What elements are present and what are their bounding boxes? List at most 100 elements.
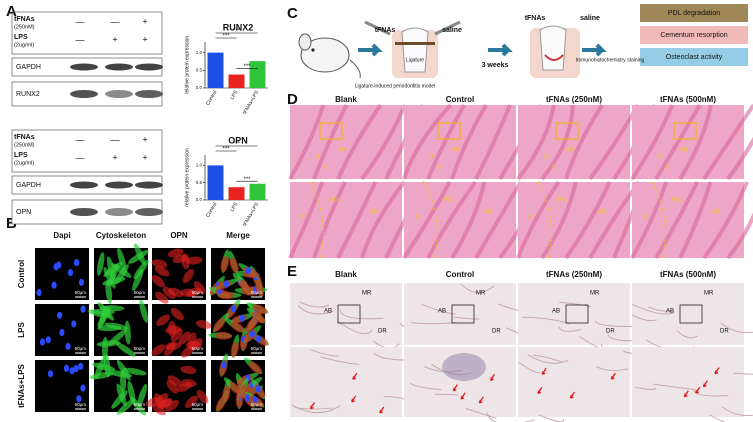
tissue-label: AB [370, 210, 378, 216]
condition-sign: + [142, 134, 147, 144]
nucleus [51, 281, 57, 289]
fiber [116, 398, 136, 415]
x-tick-label: tFNAs+LPS [242, 201, 261, 227]
stain-area [442, 353, 486, 381]
condition-name: LPS [14, 152, 28, 159]
tissue-label: D [429, 155, 434, 161]
column-header: tFNAs (250nM) [546, 270, 602, 279]
band [105, 90, 133, 98]
tissue-label: D [530, 215, 535, 221]
schematic-text: Immunohistochemistry staining [576, 57, 645, 63]
tissue-stripe [564, 181, 612, 260]
tissue-stripe [450, 181, 487, 260]
significance-label: *** [243, 64, 251, 70]
scale-bar-label: 50μm [134, 346, 146, 351]
tissue-line [320, 356, 360, 365]
significance-label: *** [233, 29, 241, 35]
arrow [702, 380, 708, 388]
scale-bar-label: 50μm [192, 402, 204, 407]
nucleus [69, 367, 75, 375]
tissue-line [733, 372, 753, 375]
tissue-line [454, 316, 480, 320]
tissue-label: AB [438, 309, 446, 315]
stain [180, 288, 197, 297]
bar [249, 61, 266, 88]
stain [186, 256, 203, 265]
column-header: tFNAs (250nM) [546, 95, 602, 104]
column-header: Blank [335, 95, 357, 104]
stain [155, 291, 169, 304]
tissue-label: D [315, 155, 320, 161]
band [105, 63, 133, 71]
stain [156, 314, 170, 326]
condition-unit: (250nM) [14, 142, 35, 148]
tissue-label: D [657, 155, 662, 161]
tissue-stripe [312, 104, 349, 180]
nucleus [76, 395, 82, 403]
fiber [116, 383, 127, 407]
bar [228, 74, 245, 88]
condition-sign: — [76, 134, 85, 144]
fiber [127, 380, 136, 405]
tissue-stripe [726, 212, 753, 260]
stain [193, 281, 206, 295]
nucleus [71, 320, 77, 328]
micrograph [151, 248, 206, 304]
bar [207, 165, 224, 200]
outcome-label: Cementum resorption [660, 32, 727, 39]
band [70, 90, 98, 98]
roi-box [437, 122, 461, 140]
schematic-text: Ligature-induced periodontitis model [355, 83, 436, 89]
nucleus [78, 362, 84, 370]
tissue-line [299, 301, 330, 308]
stain [236, 384, 247, 400]
stain [222, 386, 231, 402]
scale-bar-label: 50μm [251, 290, 263, 295]
micrograph [35, 304, 89, 356]
tissue-label: AB [338, 148, 346, 154]
schematic-text: tFNAs [375, 27, 396, 34]
stain [170, 328, 183, 342]
fiber [117, 247, 127, 271]
stain [230, 321, 245, 333]
tissue-stripe [336, 103, 383, 180]
tissue-line [339, 309, 384, 320]
tissue-label: C [438, 165, 443, 171]
nucleus [80, 384, 86, 392]
column-header: tFNAs (500nM) [660, 270, 716, 279]
condition-sign: — [76, 152, 85, 162]
tissue-line [632, 303, 675, 315]
schematic-text: Ligature [406, 57, 424, 63]
scale-bar-label: 50μm [75, 346, 87, 351]
column-header: Control [446, 95, 474, 104]
schematic-art [298, 4, 748, 79]
arrow [309, 402, 315, 410]
y-tick-label: 0.5 [196, 180, 203, 185]
schematic-text: saline [442, 27, 462, 34]
condition-sign: — [76, 16, 85, 26]
tissue-line [722, 406, 753, 416]
column-header: Dapi [53, 231, 70, 240]
condition-sign: + [142, 34, 147, 44]
y-axis-label: relative protein expression [184, 36, 190, 95]
band-label: GAPDH [16, 182, 41, 189]
fiber [137, 383, 148, 407]
arrow [610, 372, 616, 380]
nucleus [78, 278, 85, 286]
band [135, 63, 163, 71]
tissue-stripe [402, 181, 452, 260]
arrow [683, 390, 689, 398]
micrograph [35, 360, 89, 412]
stain [152, 403, 166, 416]
tissue-label: PDL [672, 198, 684, 204]
micrograph [208, 298, 269, 359]
condition-unit: (250nM) [14, 24, 35, 30]
nucleus [255, 385, 261, 393]
scale-bar-label: 50μm [134, 290, 146, 295]
schematic-text: 3 weeks [482, 62, 509, 69]
stain [168, 287, 184, 298]
fiber [108, 370, 132, 378]
tissue-label: PDL [444, 198, 456, 204]
nucleus [65, 342, 71, 350]
condition-sign: + [112, 34, 117, 44]
